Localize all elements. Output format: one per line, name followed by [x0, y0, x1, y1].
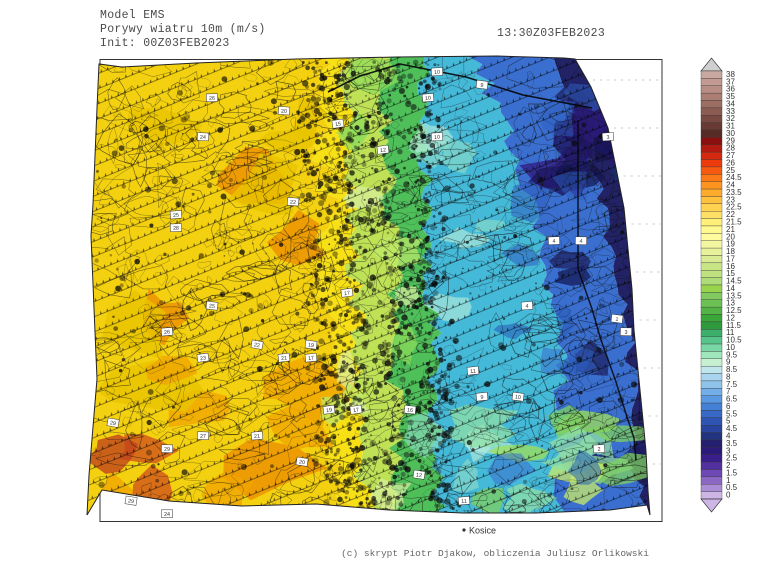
svg-text:22: 22 [290, 200, 297, 207]
svg-text:19: 19 [326, 407, 333, 414]
svg-text:10: 10 [434, 70, 440, 76]
svg-text:26: 26 [209, 96, 215, 102]
svg-text:22: 22 [253, 342, 260, 349]
svg-text:17: 17 [353, 407, 360, 414]
svg-text:4: 4 [552, 239, 555, 245]
svg-text:12: 12 [415, 472, 422, 479]
svg-text:0: 0 [726, 491, 731, 500]
svg-text:9: 9 [480, 395, 484, 401]
svg-text:23: 23 [200, 355, 207, 362]
svg-text:11: 11 [461, 499, 467, 505]
svg-text:2: 2 [597, 447, 600, 453]
svg-text:29: 29 [127, 498, 134, 505]
svg-text:3: 3 [606, 135, 609, 141]
svg-text:4: 4 [525, 304, 528, 310]
svg-text:24: 24 [164, 512, 170, 518]
svg-text:15: 15 [335, 121, 342, 128]
svg-text:19: 19 [308, 342, 315, 349]
svg-text:25: 25 [173, 213, 180, 220]
svg-text:17: 17 [344, 290, 351, 297]
svg-text:24: 24 [200, 135, 206, 141]
svg-text:3: 3 [624, 330, 627, 336]
svg-text:10: 10 [425, 96, 432, 103]
svg-text:10: 10 [434, 135, 440, 141]
svg-text:12: 12 [380, 147, 387, 154]
svg-text:20: 20 [298, 459, 305, 466]
svg-text:29: 29 [109, 420, 116, 427]
svg-text:16: 16 [407, 407, 414, 414]
svg-text:27: 27 [200, 434, 206, 440]
svg-text:10: 10 [515, 394, 522, 401]
svg-text:(c) skrypt Piotr Djakow, oblic: (c) skrypt Piotr Djakow, obliczenia Juli… [341, 548, 649, 559]
svg-text:11: 11 [470, 369, 476, 376]
svg-text:29: 29 [164, 447, 170, 453]
svg-text:21: 21 [254, 434, 261, 441]
svg-text:26: 26 [164, 330, 171, 337]
svg-text:25: 25 [209, 303, 216, 310]
svg-text:4: 4 [579, 239, 582, 245]
svg-text:20: 20 [281, 109, 287, 115]
svg-text:28: 28 [173, 226, 179, 232]
svg-text:21: 21 [281, 355, 288, 362]
svg-text:Kosice: Kosice [469, 526, 496, 536]
svg-text:17: 17 [308, 355, 315, 362]
